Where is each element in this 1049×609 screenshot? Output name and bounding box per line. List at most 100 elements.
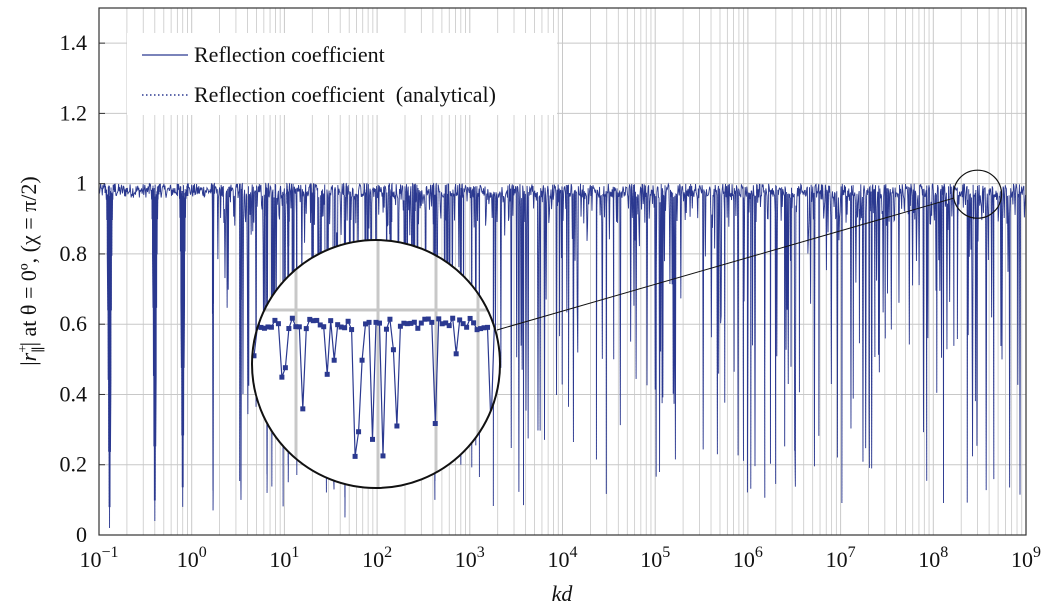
x-tick-label: 104 — [548, 544, 578, 572]
inset-data-marker — [446, 323, 452, 329]
inset-data-marker — [401, 320, 407, 326]
inset-data-marker — [464, 324, 470, 330]
x-tick-label: 102 — [362, 544, 392, 572]
x-tick-label: 10−1 — [79, 544, 118, 572]
svg-text:|r+∥| at θ = 0º, (χ = π/2): |r+∥| at θ = 0º, (χ = π/2) — [16, 176, 47, 365]
inset-data-marker — [359, 357, 365, 363]
x-tick-label: 101 — [269, 544, 299, 572]
tick-layer: 0 0.2 0.4 0.6 0.8 1 1.2 1.4 10−1 100 101 102 103 104 1… — [60, 30, 1042, 572]
inset-data-marker — [485, 324, 491, 330]
inset-data-marker — [335, 322, 341, 328]
inset-data-marker — [321, 324, 327, 330]
y-tick-label: 0.6 — [60, 311, 88, 336]
inset-data-marker — [383, 326, 389, 332]
inset-data-marker — [478, 326, 484, 332]
inset-data-marker — [390, 347, 396, 353]
series-line-reflection-analytical — [98, 182, 1027, 528]
inset-data-marker — [450, 315, 456, 321]
inset-data-marker — [314, 317, 320, 323]
inset-data-marker — [373, 319, 379, 325]
inset-data-marker — [317, 322, 323, 328]
inset-data-marker — [370, 436, 376, 442]
inset-data-marker — [439, 321, 445, 327]
inset-data-marker — [356, 429, 362, 435]
inset-data-marker — [342, 325, 348, 331]
inset-data-marker — [457, 317, 463, 323]
inset-data-marker — [453, 351, 459, 357]
inset-data-marker — [286, 326, 292, 332]
data-series-layer — [98, 182, 1027, 528]
inset-data-marker — [471, 320, 477, 326]
x-tick-label: 108 — [918, 544, 948, 572]
inset-data-marker — [394, 423, 400, 429]
inset-data-marker — [425, 316, 431, 322]
inset-data-marker — [279, 374, 285, 380]
plot-frame — [98, 7, 1027, 536]
inset-border — [251, 239, 501, 489]
y-tick-label: 0.4 — [60, 381, 88, 406]
x-tick-label: 106 — [733, 544, 763, 572]
inset-data-marker — [418, 320, 424, 326]
inset-data-marker — [310, 318, 316, 324]
inset-data-marker — [307, 316, 313, 322]
inset-data-marker — [387, 316, 393, 322]
inset-data-marker — [443, 320, 449, 326]
inset-data-marker — [345, 318, 351, 324]
inset-data-marker — [429, 319, 435, 325]
inset-data-marker — [404, 321, 410, 327]
y-tick-label: 1.4 — [60, 30, 88, 55]
inset-data-marker — [488, 424, 494, 430]
inset-data-marker — [380, 453, 386, 459]
inset-data-marker — [303, 326, 309, 332]
y-axis-label: |r+∥| at θ = 0º, (χ = π/2) — [16, 176, 47, 365]
legend-box — [127, 33, 557, 115]
inset-data-marker — [415, 325, 421, 331]
inset-data-marker — [338, 324, 344, 330]
y-tick-label: 0.8 — [60, 241, 88, 266]
inset-data-marker — [408, 320, 414, 326]
inset-data-marker — [376, 320, 382, 326]
inset-data-marker — [411, 319, 417, 325]
zoom-inset — [251, 169, 1003, 489]
inset-data-marker — [366, 319, 372, 325]
legend-label-analytical: Reflection coefficient (analytical) — [194, 82, 496, 107]
legend-label-numerical: Reflection coefficient — [194, 42, 385, 67]
inset-data-marker — [460, 321, 466, 327]
inset-data-marker — [422, 316, 428, 322]
y-tick-label: 0.2 — [60, 452, 88, 477]
inset-data-marker — [272, 317, 278, 323]
inset-background — [252, 240, 500, 488]
inset-data-marker — [289, 315, 295, 321]
inset-data-marker — [436, 316, 442, 322]
inset-data-marker — [258, 324, 264, 330]
legend: Reflection coefficient Reflection coeffi… — [127, 33, 557, 115]
inset-data-marker — [296, 324, 302, 330]
x-tick-label: 100 — [177, 544, 207, 572]
inset-data-marker — [265, 324, 271, 330]
inset-data-marker — [282, 365, 288, 371]
x-tick-label: 105 — [640, 544, 670, 572]
x-tick-label: 109 — [1011, 544, 1041, 572]
inset-data-marker — [328, 318, 334, 324]
y-tick-label: 0 — [76, 522, 87, 547]
x-tick-label: 107 — [826, 544, 856, 572]
inset-data-marker — [275, 321, 281, 327]
inset-data-marker — [349, 327, 355, 333]
x-axis-label: kd — [552, 581, 574, 606]
inset-data-marker — [293, 324, 299, 330]
inset-data-marker — [268, 324, 274, 330]
inset-data-marker — [261, 325, 267, 331]
inset-data-marker — [252, 353, 257, 359]
inset-data-marker — [363, 321, 369, 327]
inset-data-marker — [397, 323, 403, 329]
inset-data-marker — [352, 453, 358, 459]
inset-data-marker — [474, 327, 480, 333]
inset-data-marker — [331, 357, 337, 363]
zoom-marker-circle — [952, 169, 1003, 219]
inset-data-marker — [467, 315, 473, 321]
inset-data-marker — [324, 371, 330, 377]
inset-data-marker — [481, 325, 487, 331]
y-tick-label: 1.2 — [60, 100, 88, 125]
zoom-connector-line — [496, 197, 954, 331]
